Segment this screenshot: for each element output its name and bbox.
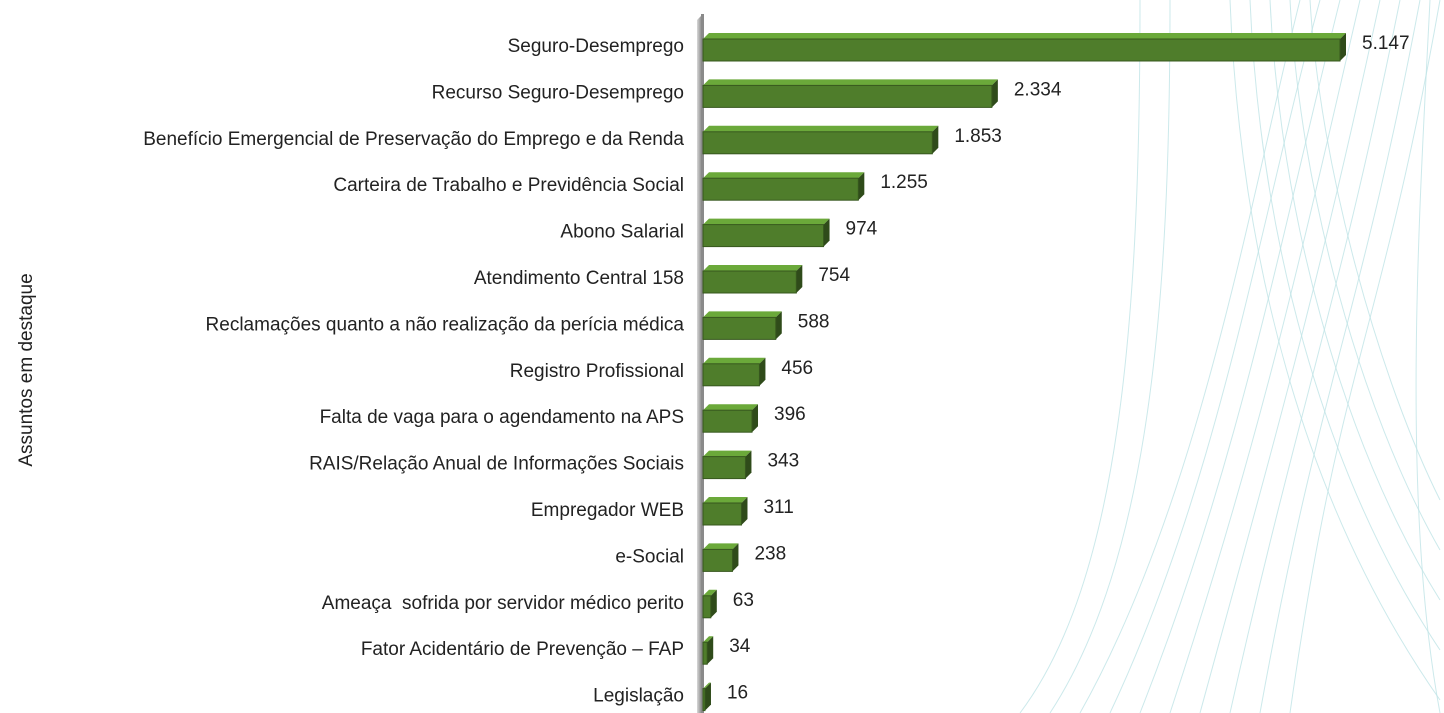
category-label: Abono Salarial: [560, 222, 684, 243]
bar-top: [703, 497, 747, 503]
category-label: Atendimento Central 158: [474, 268, 684, 289]
value-label: 5.147: [1362, 33, 1410, 54]
value-label: 16: [727, 683, 748, 704]
value-label: 396: [774, 404, 806, 425]
value-label: 456: [781, 358, 813, 379]
bar-top: [703, 404, 758, 410]
value-label: 238: [754, 543, 786, 564]
category-label: Carteira de Trabalho e Previdência Socia…: [333, 175, 684, 196]
bar: [703, 364, 759, 386]
bar: [703, 642, 707, 664]
bar-top: [703, 126, 938, 132]
bar: [703, 271, 796, 293]
y-axis-title: Assuntos em destaque: [16, 273, 37, 466]
bar-top: [703, 543, 738, 549]
chart: Assuntos em destaque Seguro-Desemprego 5.…: [0, 0, 1444, 713]
bar-top: [703, 265, 802, 271]
value-label: 1.255: [880, 172, 928, 193]
category-label: Empregador WEB: [531, 500, 684, 521]
bar: [703, 178, 858, 200]
bar: [703, 132, 932, 154]
category-label: Reclamações quanto a não realização da p…: [206, 314, 685, 335]
category-label: Registro Profissional: [510, 361, 684, 382]
value-label: 343: [767, 451, 799, 472]
category-label: Recurso Seguro-Desemprego: [432, 82, 684, 103]
background-decoration: [1020, 0, 1440, 713]
bar-top: [703, 311, 782, 317]
value-label: 311: [763, 497, 793, 518]
category-label: Ameaça sofrida por servidor médico perit…: [322, 593, 684, 614]
category-label: Legislação: [593, 686, 684, 707]
bar-top: [703, 172, 864, 178]
category-label: Fator Acidentário de Prevenção – FAP: [361, 639, 684, 660]
value-label: 34: [729, 636, 751, 657]
bar: [703, 596, 711, 618]
bar: [703, 457, 745, 479]
category-label: Falta de vaga para o agendamento na APS: [320, 407, 684, 428]
bar: [703, 317, 776, 339]
category-label: Benefício Emergencial de Preservação do …: [143, 129, 684, 150]
value-label: 588: [798, 311, 830, 332]
bar: [703, 39, 1340, 61]
category-label: e-Social: [615, 546, 684, 567]
bar: [703, 225, 824, 247]
bar-top: [703, 358, 765, 364]
bar-top: [703, 219, 830, 225]
category-label: Seguro-Desemprego: [508, 36, 684, 57]
value-label: 2.334: [1014, 79, 1062, 100]
category-label: RAIS/Relação Anual de Informações Sociai…: [309, 454, 684, 475]
bar: [703, 85, 992, 107]
value-label: 63: [733, 590, 754, 611]
bar-top: [703, 33, 1346, 39]
value-label: 1.853: [954, 126, 1002, 147]
bar: [703, 503, 741, 525]
value-label: 974: [846, 219, 878, 240]
bar: [703, 689, 705, 711]
bar-top: [703, 79, 998, 85]
bar-top: [703, 451, 751, 457]
bar: [703, 410, 752, 432]
bar: [703, 549, 732, 571]
value-label: 754: [818, 265, 850, 286]
